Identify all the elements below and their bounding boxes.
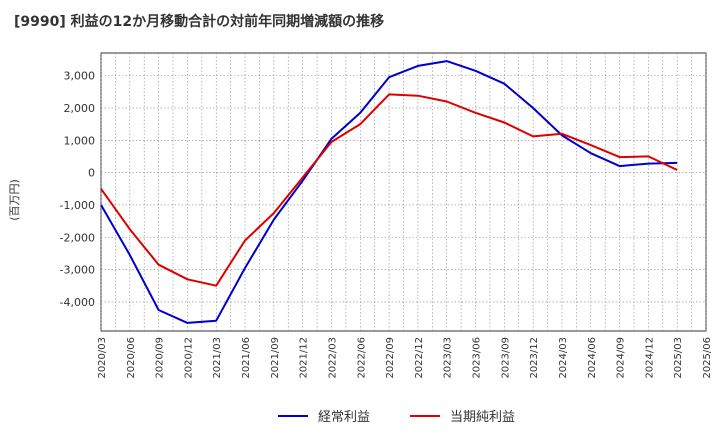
x-tick-label: 2023/03 xyxy=(443,337,454,379)
x-tick-label: 2025/06 xyxy=(702,337,713,379)
x-tick-label: 2022/06 xyxy=(356,337,367,379)
x-tick-label: 2022/09 xyxy=(385,337,396,379)
x-tick-label: 2024/12 xyxy=(644,337,655,379)
x-tick-label: 2022/03 xyxy=(327,337,338,379)
x-tick-label: 2020/03 xyxy=(97,337,108,379)
y-tick-label: 3,000 xyxy=(64,70,96,83)
y-tick-label: -4,000 xyxy=(60,296,95,309)
x-axis: 2020/03 2020/06 2020/09 2020/12 2021/03 2021/… xyxy=(97,337,713,379)
grid xyxy=(100,53,707,331)
y-axis: -4,000 -3,000 -2,000 -1,000 0 1,000 2,000 3,000 xyxy=(60,70,95,309)
x-tick-label: 2024/09 xyxy=(616,337,627,379)
x-tick-label: 2022/12 xyxy=(414,337,425,379)
chart-title: [9990] 利益の12か月移動合計の対前年同期増減額の推移 xyxy=(14,13,384,30)
x-tick-label: 2021/06 xyxy=(241,337,252,379)
x-tick-label: 2024/06 xyxy=(587,337,598,379)
series-line-ordinary-profit xyxy=(100,60,678,324)
x-tick-label: 2021/09 xyxy=(270,337,281,379)
y-tick-label: 0 xyxy=(88,167,95,180)
y-tick-label: -3,000 xyxy=(60,264,95,277)
x-tick-label: 2021/03 xyxy=(212,337,223,379)
x-tick-label: 2023/06 xyxy=(472,337,483,379)
legend: 経常利益 当期純利益 xyxy=(278,410,515,425)
legend-label: 経常利益 xyxy=(318,410,370,425)
y-tick-label: -1,000 xyxy=(60,199,95,212)
y-tick-label: 2,000 xyxy=(64,102,96,115)
y-tick-label: 1,000 xyxy=(64,134,96,147)
x-tick-label: 2023/09 xyxy=(500,337,511,379)
x-tick-label: 2021/12 xyxy=(299,337,310,379)
x-tick-label: 2024/03 xyxy=(558,337,569,379)
y-tick-label: -2,000 xyxy=(60,231,95,244)
x-tick-label: 2025/03 xyxy=(673,337,684,379)
series-lines xyxy=(100,60,678,324)
x-tick-label: 2020/12 xyxy=(183,337,194,379)
y-axis-label: (百万円) xyxy=(8,179,21,221)
legend-label: 当期純利益 xyxy=(450,410,515,425)
x-tick-label: 2020/06 xyxy=(126,337,137,379)
x-tick-label: 2023/12 xyxy=(529,337,540,379)
x-tick-label: 2020/09 xyxy=(155,337,166,379)
series-line-net-profit xyxy=(100,93,678,287)
